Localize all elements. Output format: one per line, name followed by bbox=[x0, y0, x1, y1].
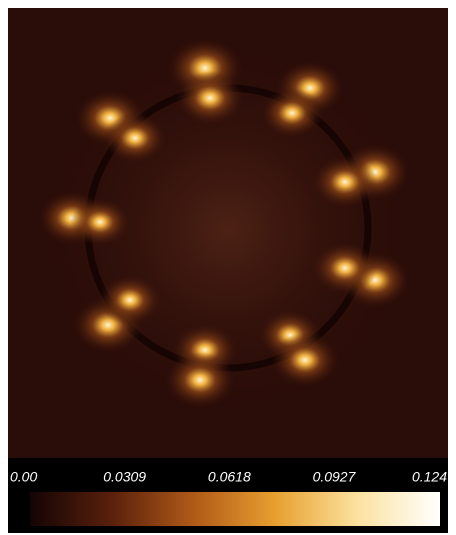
colorbar-tick-label: 0.0309 bbox=[103, 469, 146, 485]
blob bbox=[313, 156, 378, 208]
chart: 0.00 0.0309 0.0618 0.0927 0.124 bbox=[0, 0, 456, 535]
colorbar-tick-label: 0.00 bbox=[10, 469, 37, 485]
heatmap-field bbox=[28, 30, 428, 430]
colorbar-tick-label: 0.0618 bbox=[208, 469, 251, 485]
colorbar bbox=[30, 492, 440, 526]
colorbar-tick-label: 0.0927 bbox=[313, 469, 357, 485]
blob bbox=[70, 198, 130, 246]
blob bbox=[261, 88, 324, 138]
blob bbox=[99, 275, 162, 325]
blob bbox=[313, 242, 378, 294]
blob bbox=[104, 113, 167, 163]
blob bbox=[176, 71, 244, 125]
blob bbox=[165, 352, 235, 408]
blob bbox=[271, 333, 339, 387]
colorbar-tick-label: 0.124 bbox=[412, 469, 447, 485]
